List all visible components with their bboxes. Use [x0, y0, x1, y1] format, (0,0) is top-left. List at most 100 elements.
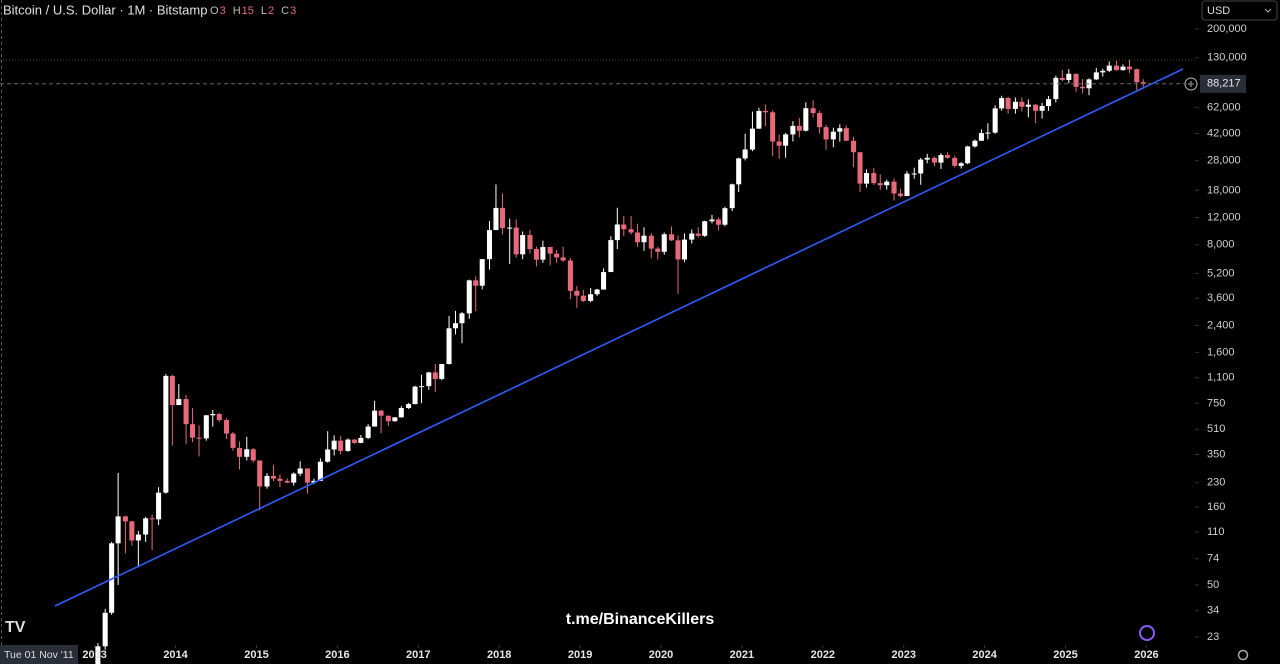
y-tick-label: 160: [1207, 501, 1225, 513]
currency-select[interactable]: [1201, 0, 1278, 21]
candle-body: [810, 108, 816, 114]
candle-body: [965, 146, 971, 164]
candle-body: [770, 112, 776, 142]
candle-body: [655, 248, 661, 252]
candle-body: [823, 127, 829, 140]
y-tick-label: 5,200: [1207, 267, 1235, 279]
candle-body: [992, 108, 998, 133]
tv-logo: TV: [5, 619, 26, 636]
settings-icon[interactable]: [1237, 649, 1249, 661]
candle-body: [891, 181, 897, 194]
candle-body: [817, 113, 823, 128]
candle-body: [1106, 65, 1112, 71]
candle-body: [163, 375, 169, 493]
y-tick-label: 200,000: [1207, 23, 1247, 35]
ohlc-value: 3: [220, 5, 226, 17]
candle-body: [931, 157, 938, 163]
y-tick-label: 1,100: [1207, 372, 1235, 384]
candle-body: [1033, 104, 1039, 111]
candle-body: [1073, 73, 1079, 87]
candle-body: [466, 280, 472, 314]
candle-body: [426, 372, 432, 387]
brand-logo: [1139, 625, 1155, 641]
candle-body: [837, 128, 843, 132]
x-tick-label: 2024: [972, 649, 997, 661]
candle-body: [452, 323, 459, 329]
candle-body: [884, 181, 890, 186]
candle-body: [675, 240, 681, 260]
x-tick-label: 2020: [649, 649, 673, 661]
candle-body: [918, 159, 924, 174]
candle-body: [270, 475, 276, 479]
candle-body: [958, 163, 964, 166]
candle-body: [843, 128, 849, 141]
candle-body: [527, 235, 533, 250]
candle-body: [547, 247, 553, 254]
y-tick-label: 28,000: [1207, 155, 1241, 167]
candle-body: [978, 133, 984, 141]
candle-body: [567, 260, 573, 291]
candle-body: [398, 408, 404, 418]
candle-body: [479, 259, 485, 286]
candle-body: [1019, 101, 1025, 107]
candle-body: [216, 414, 222, 421]
last-price-label: 88,217: [1207, 78, 1241, 90]
candle-body: [999, 98, 1005, 109]
candle-body: [540, 247, 546, 260]
candle-body: [689, 233, 695, 240]
candle-body: [533, 249, 539, 260]
y-tick-label: 42,000: [1207, 127, 1241, 139]
candle-body: [372, 410, 378, 427]
candle-body: [385, 415, 391, 422]
x-tick-label: 2017: [406, 649, 430, 661]
candle-body: [1012, 101, 1018, 109]
crosshair-date: Tue 01 Nov '11: [4, 649, 74, 661]
candle-body: [406, 404, 412, 409]
candle-body: [669, 234, 675, 241]
candle-body: [432, 372, 438, 379]
x-tick-label: 2022: [811, 649, 835, 661]
candle-body: [1080, 86, 1086, 89]
candle-body: [972, 140, 978, 147]
candle-body: [264, 475, 270, 487]
candle-body: [635, 232, 641, 243]
x-tick-label: 2018: [487, 649, 511, 661]
candle-body: [365, 426, 371, 438]
candle-body: [1053, 77, 1059, 100]
candle-body: [236, 447, 243, 457]
candle-body: [1134, 69, 1140, 83]
x-tick-label: 2025: [1053, 649, 1077, 661]
candle-body: [1126, 66, 1132, 70]
x-tick-label: 2013: [82, 649, 106, 661]
candle-body: [311, 480, 317, 483]
candle-body: [574, 290, 580, 296]
candle-body: [715, 219, 721, 225]
candle-body: [486, 230, 493, 260]
candle-body: [412, 386, 418, 405]
candle-body: [513, 227, 519, 255]
currency[interactable]: USD: [1207, 5, 1230, 17]
y-tick-label: 3,600: [1207, 292, 1235, 304]
candle-body: [1093, 72, 1099, 80]
candle-body: [1120, 66, 1126, 71]
candle-body: [641, 235, 647, 243]
candle-body: [580, 295, 586, 301]
candle-body: [628, 229, 634, 233]
candle-body: [418, 386, 425, 388]
candle-body: [1066, 73, 1072, 80]
y-tick-label: 2,400: [1207, 319, 1235, 331]
candle-body: [392, 417, 398, 422]
candle-body: [109, 543, 115, 613]
candle-body: [507, 227, 513, 229]
candle-body: [608, 240, 614, 273]
candle-body: [742, 149, 748, 159]
candle-body: [230, 433, 236, 448]
x-tick-label: 2016: [325, 649, 349, 661]
candle-body: [169, 375, 175, 406]
y-tick-label: 62,000: [1207, 101, 1241, 113]
candle-body: [244, 449, 250, 457]
candle-body: [803, 108, 809, 131]
candle-body: [736, 158, 742, 185]
candle-body: [762, 111, 768, 113]
